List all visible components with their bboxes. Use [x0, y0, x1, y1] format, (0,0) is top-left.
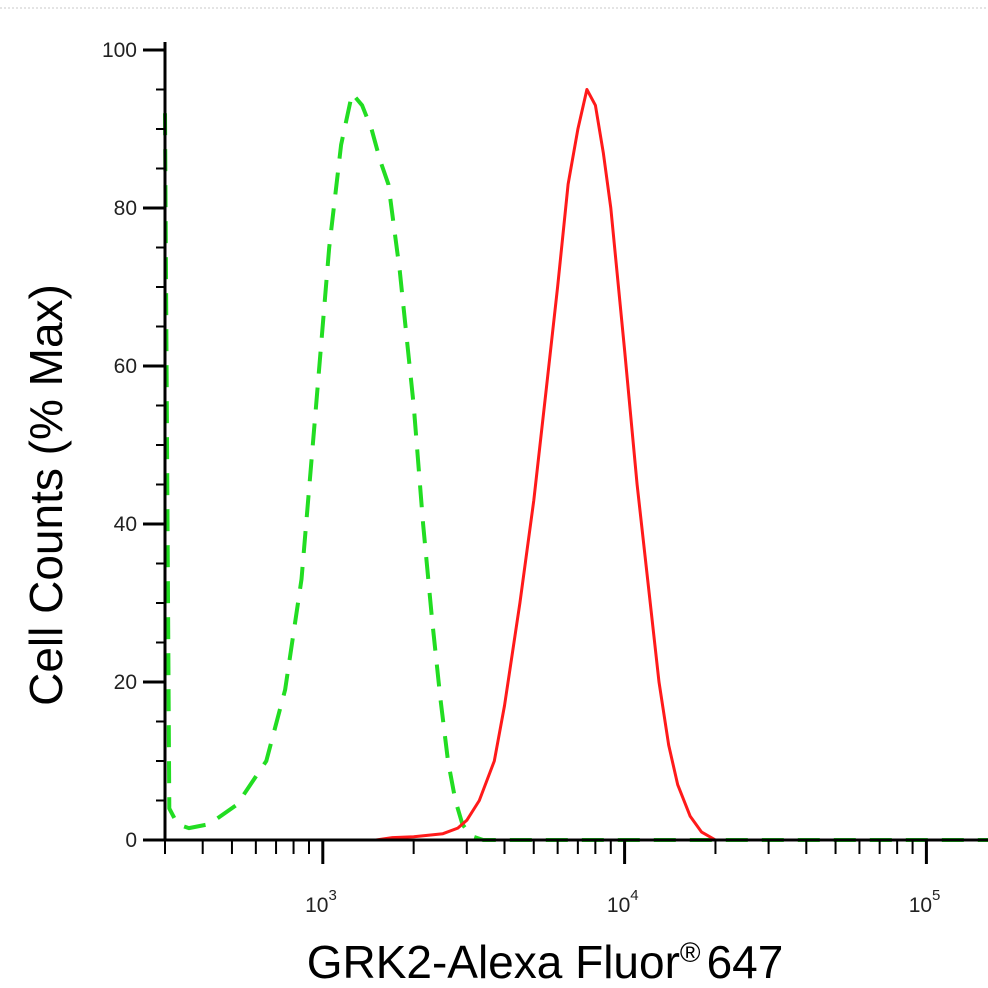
series-line-1 [165, 88, 988, 842]
y-tick-label: 80 [114, 197, 137, 220]
axes-layer [143, 42, 988, 864]
y-tick-label: 0 [125, 829, 137, 852]
x-axis-title-main: GRK2-Alexa Fluor [307, 936, 680, 988]
x-axis-title-suffix: 647 [707, 936, 784, 988]
y-tick-label: 60 [114, 355, 137, 378]
series-layer [163, 88, 988, 842]
x-tick-label: 103 [305, 887, 337, 917]
x-tick-label: 105 [909, 887, 941, 917]
series-line-0 [163, 91, 988, 842]
x-tick-label: 104 [607, 887, 639, 917]
x-axis-title: GRK2-Alexa Fluor® 647 [307, 936, 784, 988]
labels-layer: 0 20 40 60 80 100 103 104 105 [102, 39, 940, 917]
x-axis-title-superscript: ® [680, 937, 701, 968]
y-tick-label: 20 [114, 671, 137, 694]
y-tick-label: 100 [102, 39, 137, 62]
y-axis-title: Cell Counts (% Max) [20, 284, 72, 706]
y-tick-label: 40 [114, 513, 137, 536]
